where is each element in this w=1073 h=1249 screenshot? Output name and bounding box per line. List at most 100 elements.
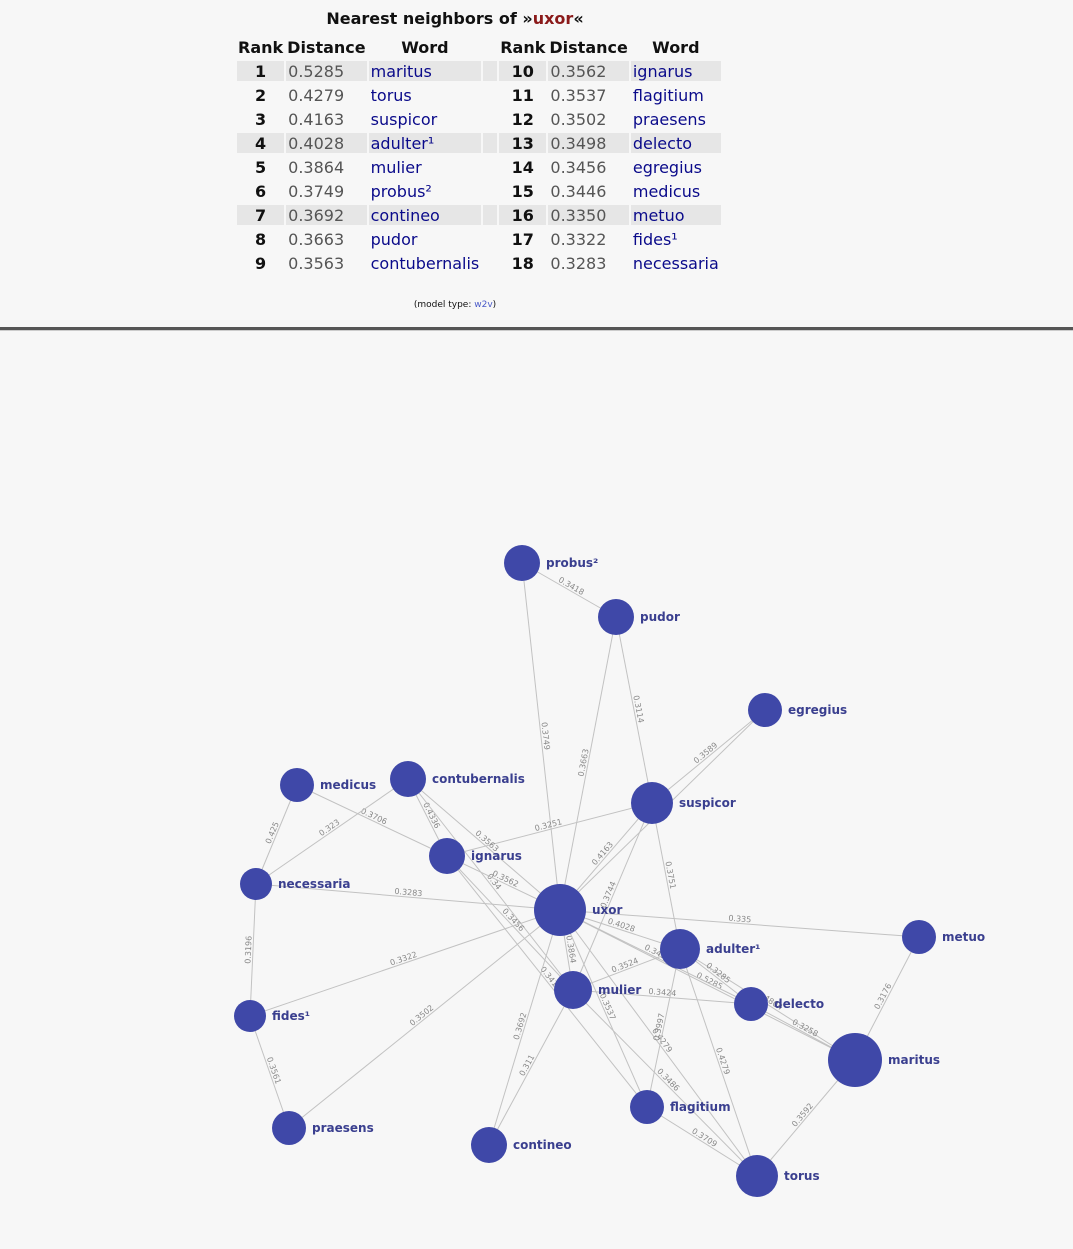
graph-edge [446, 855, 648, 1108]
distance-cell: 0.3322 [550, 229, 607, 249]
graph-edge [572, 802, 653, 991]
graph-node-praesens[interactable] [272, 1111, 306, 1145]
graph-node-label[interactable]: contineo [513, 1138, 572, 1152]
graph-node-label[interactable]: flagitium [670, 1100, 731, 1114]
rank-cell: 11 [511, 85, 534, 105]
word-link[interactable]: necessaria [632, 253, 719, 273]
graph-edge [288, 909, 561, 1129]
edge-weight-label: 0.3561 [265, 1056, 283, 1085]
word-link[interactable]: metuo [630, 205, 721, 225]
col-rank-header: Rank [500, 38, 546, 57]
graph-node-label[interactable]: praesens [312, 1121, 374, 1135]
word-link[interactable]: medicus [632, 181, 701, 201]
headword-link[interactable]: uxor [532, 9, 574, 28]
graph-node-label[interactable]: ignarus [471, 849, 522, 863]
model-type-note: (model type: w2v) [413, 300, 497, 310]
table-row: 2 0.4279 torus 11 0.3537 flagitium [237, 85, 721, 105]
edge-weight-label: 0.3424 [648, 987, 677, 998]
graph-node-label[interactable]: medicus [320, 778, 376, 792]
distance-cell: 0.3502 [550, 109, 607, 129]
graph-edge [488, 989, 574, 1146]
table-row: 8 0.3663 pudor 17 0.3322 fides¹ [237, 229, 721, 249]
word-link[interactable]: fides¹ [632, 229, 678, 249]
rank-cell: 8 [255, 229, 267, 249]
graph-node-label[interactable]: fides¹ [272, 1009, 310, 1023]
edge-weight-label: 0.3749 [539, 722, 551, 751]
graph-node-label[interactable]: suspicor [679, 796, 736, 810]
page-title: Nearest neighbors of »uxor« [326, 9, 584, 28]
rank-cell: 13 [499, 133, 547, 153]
table-row: 1 0.5285 maritus 10 0.3562 ignarus [237, 61, 721, 81]
word-link[interactable]: flagitium [632, 85, 704, 105]
word-link[interactable]: maritus [368, 61, 482, 81]
word-link[interactable]: contineo [368, 205, 482, 225]
edge-weight-label: 0.311 [518, 1053, 537, 1077]
graph-edge [488, 909, 561, 1146]
graph-node-flagitium[interactable] [630, 1090, 664, 1124]
graph-node-pudor[interactable] [598, 599, 634, 635]
graph-node-ignarus[interactable] [429, 838, 465, 874]
graph-node-egregius[interactable] [748, 693, 782, 727]
graph-edge [255, 784, 298, 885]
table-row: 3 0.4163 suspicor 12 0.3502 praesens [237, 109, 721, 129]
rank-cell: 10 [499, 61, 547, 81]
word-link[interactable]: mulier [370, 157, 422, 177]
column-gap [483, 229, 497, 249]
col-word-header: Word [401, 38, 449, 57]
graph-node-label[interactable]: uxor [592, 903, 623, 917]
graph-node-label[interactable]: metuo [942, 930, 985, 944]
edge-weight-label: 0.3283 [394, 887, 423, 898]
word-link[interactable]: suspicor [370, 109, 438, 129]
graph-node-maritus[interactable] [828, 1033, 882, 1087]
word-link[interactable]: contubernalis [370, 253, 480, 273]
graph-node-suspicor[interactable] [631, 782, 673, 824]
graph-node-metuo[interactable] [902, 920, 936, 954]
word-link[interactable]: delecto [630, 133, 721, 153]
graph-node-label[interactable]: maritus [888, 1053, 940, 1067]
distance-cell: 0.3283 [550, 253, 607, 273]
graph-edge [249, 1015, 290, 1129]
graph-node-label[interactable]: egregius [788, 703, 847, 717]
word-link[interactable]: probus² [370, 181, 432, 201]
rank-cell: 18 [511, 253, 534, 273]
distance-cell: 0.3498 [548, 133, 629, 153]
graph-node-delecto[interactable] [734, 987, 768, 1021]
edge-weight-label: 0.3592 [790, 1101, 815, 1128]
word-link[interactable]: pudor [370, 229, 418, 249]
graph-node-contineo[interactable] [471, 1127, 507, 1163]
graph-node-label[interactable]: necessaria [278, 877, 350, 891]
word-link[interactable]: adulter¹ [368, 133, 482, 153]
graph-edge [521, 562, 617, 618]
graph-node-uxor[interactable] [534, 884, 586, 936]
graph-node-label[interactable]: torus [784, 1169, 820, 1183]
graph-node-label[interactable]: contubernalis [432, 772, 525, 786]
graph-node-label[interactable]: probus² [546, 556, 598, 570]
graph-node-label[interactable]: adulter¹ [706, 942, 760, 956]
graph-node-label[interactable]: pudor [640, 610, 680, 624]
word-link[interactable]: praesens [632, 109, 706, 129]
graph-node-fides[interactable] [234, 1000, 266, 1032]
graph-node-label[interactable]: delecto [774, 997, 824, 1011]
graph-node-probus[interactable] [504, 545, 540, 581]
graph-node-contubernalis[interactable] [390, 761, 426, 797]
rank-cell: 4 [237, 133, 285, 153]
word-link[interactable]: egregius [632, 157, 703, 177]
model-type-link[interactable]: w2v [474, 300, 493, 310]
graph-node-necessaria[interactable] [240, 868, 272, 900]
graph-edge [572, 989, 758, 1177]
table-row: 6 0.3749 probus² 15 0.3446 medicus [237, 181, 721, 201]
word-link[interactable]: torus [370, 85, 412, 105]
graph-node-label[interactable]: mulier [598, 983, 641, 997]
distance-cell: 0.3537 [550, 85, 607, 105]
graph-node-mulier[interactable] [554, 971, 592, 1009]
word-link[interactable]: ignarus [630, 61, 721, 81]
graph-edge [559, 616, 617, 911]
graph-node-medicus[interactable] [280, 768, 314, 802]
graph-node-adulter[interactable] [660, 929, 700, 969]
rank-cell: 3 [255, 109, 267, 129]
graph-edge [651, 709, 766, 804]
column-gap [483, 61, 498, 81]
distance-cell: 0.3749 [288, 181, 345, 201]
graph-node-torus[interactable] [736, 1155, 778, 1197]
